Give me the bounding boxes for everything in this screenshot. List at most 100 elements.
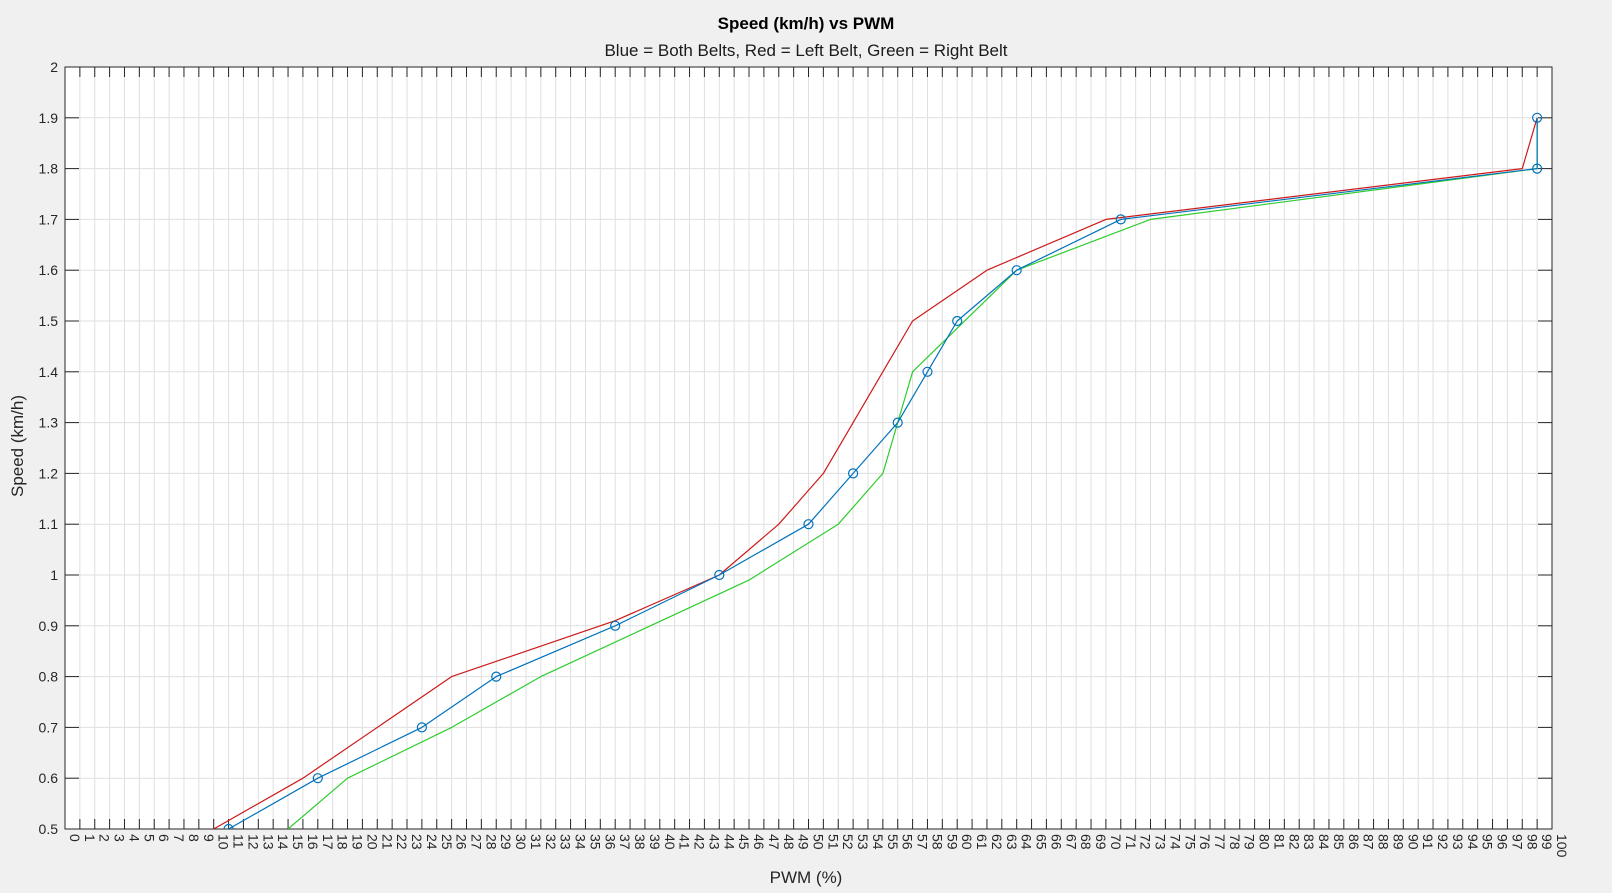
y-tick-label: 0.5 bbox=[39, 821, 59, 837]
x-tick-label: 67 bbox=[1063, 834, 1079, 850]
x-tick-label: 40 bbox=[662, 834, 678, 850]
x-tick-label: 51 bbox=[825, 834, 841, 850]
data-point-marker bbox=[803, 519, 814, 530]
x-tick-label: 59 bbox=[944, 834, 960, 850]
x-axis-label: PWM (%) bbox=[769, 868, 843, 887]
x-tick-label: 47 bbox=[766, 834, 782, 850]
x-tick-label: 100 bbox=[1554, 834, 1570, 858]
x-tick-label: 17 bbox=[320, 834, 336, 850]
x-tick-label: 74 bbox=[1167, 834, 1183, 850]
y-tick-label: 1.6 bbox=[39, 262, 59, 278]
y-tick-label: 1.5 bbox=[39, 313, 59, 329]
series-line bbox=[287, 117, 1538, 829]
y-tick-label: 1.9 bbox=[39, 110, 59, 126]
y-tick-label: 0.6 bbox=[39, 770, 59, 786]
x-tick-label: 5 bbox=[141, 834, 157, 842]
x-tick-label: 22 bbox=[394, 834, 410, 850]
x-tick-label: 33 bbox=[558, 834, 574, 850]
x-tick-label: 97 bbox=[1509, 834, 1525, 850]
chart-subtitle: Blue = Both Belts, Red = Left Belt, Gree… bbox=[604, 41, 1008, 60]
x-tick-label: 85 bbox=[1331, 834, 1347, 850]
x-tick-label: 62 bbox=[989, 834, 1005, 850]
data-point-marker bbox=[1011, 265, 1022, 276]
x-tick-label: 58 bbox=[929, 834, 945, 850]
x-tick-label: 6 bbox=[156, 834, 172, 842]
x-tick-label: 35 bbox=[587, 834, 603, 850]
x-tick-label: 46 bbox=[751, 834, 767, 850]
data-point-marker bbox=[848, 468, 859, 479]
x-tick-label: 26 bbox=[454, 834, 470, 850]
axes-box bbox=[64, 66, 1553, 830]
x-tick-label: 36 bbox=[602, 834, 618, 850]
y-tick-label: 2 bbox=[50, 59, 58, 75]
x-tick-label: 12 bbox=[245, 834, 261, 850]
x-tick-label: 73 bbox=[1153, 834, 1169, 850]
x-tick-label: 15 bbox=[290, 834, 306, 850]
y-tick-label: 1.1 bbox=[39, 516, 59, 532]
x-tick-label: 34 bbox=[573, 834, 589, 850]
x-tick-label: 63 bbox=[1004, 834, 1020, 850]
series-line bbox=[228, 117, 1538, 829]
x-tick-label: 69 bbox=[1093, 834, 1109, 850]
x-tick-label: 32 bbox=[543, 834, 559, 850]
data-point-marker bbox=[491, 671, 502, 682]
x-tick-label: 99 bbox=[1539, 834, 1555, 850]
x-tick-label: 68 bbox=[1078, 834, 1094, 850]
x-tick-label: 72 bbox=[1138, 834, 1154, 850]
x-tick-label: 87 bbox=[1361, 834, 1377, 850]
y-tick-label: 1.2 bbox=[39, 465, 59, 481]
x-tick-label: 95 bbox=[1480, 834, 1496, 850]
x-tick-label: 20 bbox=[364, 834, 380, 850]
x-tick-label: 4 bbox=[126, 834, 142, 842]
chart-title: Speed (km/h) vs PWM bbox=[717, 14, 895, 33]
x-tick-label: 29 bbox=[498, 834, 514, 850]
x-tick-label: 82 bbox=[1286, 834, 1302, 850]
x-tick-label: 49 bbox=[796, 834, 812, 850]
x-tick-label: 3 bbox=[112, 834, 128, 842]
x-tick-label: 8 bbox=[186, 834, 202, 842]
y-tick-label: 1 bbox=[50, 567, 58, 583]
data-point-marker bbox=[416, 722, 427, 733]
x-tick-label: 30 bbox=[513, 834, 529, 850]
x-tick-label: 28 bbox=[483, 834, 499, 850]
x-tick-label: 91 bbox=[1420, 834, 1436, 850]
x-tick-label: 98 bbox=[1524, 834, 1540, 850]
x-tick-label: 52 bbox=[840, 834, 856, 850]
data-point-marker bbox=[1532, 163, 1543, 174]
x-tick-label: 66 bbox=[1048, 834, 1064, 850]
x-tick-label: 84 bbox=[1316, 834, 1332, 850]
x-tick-label: 53 bbox=[855, 834, 871, 850]
data-point-marker bbox=[952, 315, 963, 327]
x-tick-label: 31 bbox=[528, 834, 544, 850]
x-tick-label: 57 bbox=[915, 834, 931, 850]
x-tick-label: 11 bbox=[231, 834, 247, 849]
x-tick-label: 64 bbox=[1019, 834, 1035, 850]
x-tick-label: 93 bbox=[1450, 834, 1466, 850]
x-tick-label: 55 bbox=[885, 834, 901, 850]
x-tick-label: 56 bbox=[900, 834, 916, 850]
x-tick-label: 1 bbox=[82, 834, 98, 842]
x-tick-label: 54 bbox=[870, 834, 886, 850]
y-tick-label: 1.8 bbox=[39, 161, 59, 177]
x-tick-label: 75 bbox=[1182, 834, 1198, 850]
data-point-marker bbox=[1115, 214, 1126, 225]
x-tick-label: 76 bbox=[1197, 834, 1213, 850]
data-point-marker bbox=[223, 823, 234, 829]
x-tick-label: 41 bbox=[677, 834, 693, 850]
x-tick-label: 70 bbox=[1108, 834, 1124, 850]
x-tick-label: 24 bbox=[424, 834, 440, 850]
y-tick-label: 0.8 bbox=[39, 669, 59, 685]
grid bbox=[65, 67, 1552, 829]
x-tick-label: 81 bbox=[1271, 834, 1287, 850]
x-tick-label: 18 bbox=[335, 834, 351, 850]
x-tick-label: 48 bbox=[781, 834, 797, 850]
x-tick-label: 45 bbox=[736, 834, 752, 850]
series-layer bbox=[213, 112, 1543, 829]
x-tick-label: 50 bbox=[811, 834, 827, 850]
x-tick-label: 65 bbox=[1034, 834, 1050, 850]
x-tick-label: 39 bbox=[647, 834, 663, 850]
x-tick-label: 16 bbox=[305, 834, 321, 850]
x-tick-label: 96 bbox=[1495, 834, 1511, 850]
y-tick-label: 0.7 bbox=[39, 719, 59, 735]
